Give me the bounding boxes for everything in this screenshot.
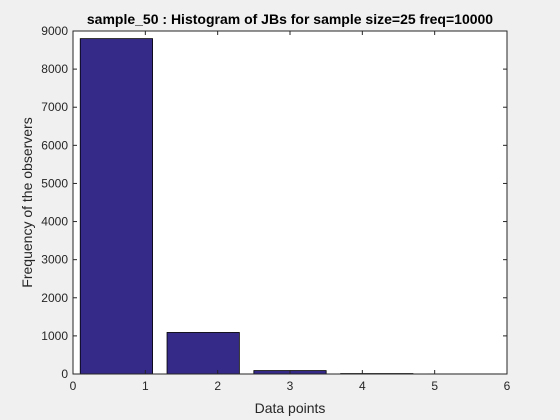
y-tick-label: 6000: [41, 138, 68, 152]
bars-group: [79, 38, 501, 375]
chart-title: sample_50 : Histogram of JBs for sample …: [87, 11, 493, 27]
x-tick-label: 1: [142, 379, 149, 393]
y-tick-label: 0: [61, 367, 68, 381]
y-tick-label: 4000: [41, 215, 68, 229]
x-tick-label: 2: [214, 379, 221, 393]
y-tick-label: 9000: [41, 24, 68, 38]
ticks-group: 0 1 2 3 4 5 6 0 1000 2000 3000 4000 5000 6000 7000 8000…: [41, 24, 510, 393]
x-tick-label: 3: [287, 379, 294, 393]
histogram-bar-2: [166, 332, 240, 375]
y-tick-label: 7000: [41, 100, 68, 114]
x-tick-label: 0: [70, 379, 77, 393]
y-tick-label: 5000: [41, 176, 68, 190]
x-tick-label: 5: [431, 379, 438, 393]
x-tick-label: 4: [359, 379, 366, 393]
y-tick-label: 2000: [41, 291, 68, 305]
y-tick-label: 1000: [41, 329, 68, 343]
y-tick-label: 8000: [41, 62, 68, 76]
y-tick-label: 3000: [41, 253, 68, 267]
histogram-bar-1: [79, 38, 153, 375]
y-axis-label: Frequency of the observers: [19, 117, 35, 287]
x-tick-label: 6: [504, 379, 511, 393]
x-axis-label: Data points: [255, 400, 326, 416]
